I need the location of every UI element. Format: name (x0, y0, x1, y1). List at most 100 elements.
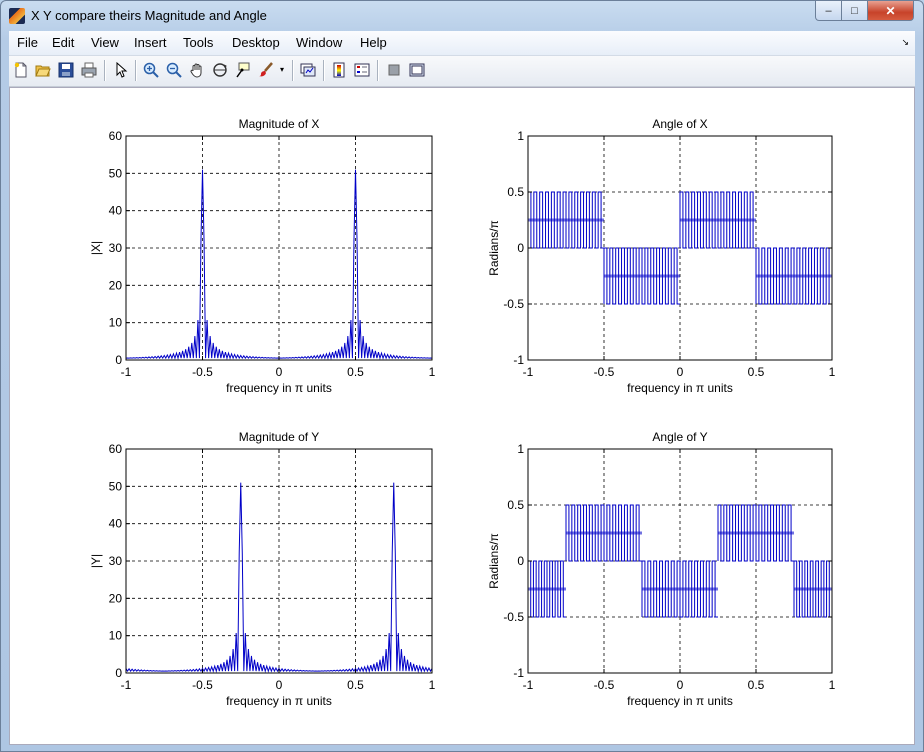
maximize-icon: □ (851, 4, 858, 17)
legend-icon[interactable] (353, 61, 371, 79)
menu-tools[interactable]: Tools (183, 35, 214, 50)
x-tick-label: 0 (677, 365, 684, 379)
x-tick-label: 0.5 (347, 365, 364, 379)
colorbar-icon[interactable] (330, 61, 348, 79)
open-file-icon[interactable] (34, 61, 52, 79)
y-tick-label: 40 (109, 204, 123, 218)
y-tick-label: -1 (513, 353, 524, 367)
x-tick-label: 0 (677, 678, 684, 692)
x-axis-label: frequency in π units (627, 694, 733, 708)
toolbar-separator (377, 60, 379, 81)
x-tick-label: -0.5 (594, 678, 615, 692)
menu-bar: File Edit View Insert Tools Desktop Wind… (9, 31, 915, 56)
zoom-in-icon[interactable] (142, 61, 160, 79)
dock-arrow-icon[interactable]: ↘ (901, 37, 909, 47)
edit-plot-arrow-icon[interactable] (112, 61, 130, 79)
data-cursor-icon[interactable] (234, 61, 252, 79)
x-tick-label: 0 (276, 365, 283, 379)
angle-segment-1 (527, 191, 604, 249)
angle-segment-3 (641, 560, 718, 618)
menu-file[interactable]: File (17, 35, 38, 50)
x-tick-label: 0.5 (748, 678, 765, 692)
close-icon: ✕ (885, 3, 896, 18)
window-title: X Y compare theirs Magnitude and Angle (31, 8, 267, 23)
x-tick-label: -1 (523, 678, 534, 692)
y-tick-label: 0 (517, 241, 524, 255)
pan-hand-icon[interactable] (188, 61, 206, 79)
x-tick-label: 0.5 (748, 365, 765, 379)
brush-icon[interactable] (257, 61, 275, 79)
menu-help[interactable]: Help (360, 35, 387, 50)
axes-title: Magnitude of X (239, 117, 320, 131)
angle-segment-4 (755, 247, 832, 305)
y-tick-label: 0.5 (507, 498, 524, 512)
angle-segment-2 (565, 504, 642, 562)
dropdown-arrow-icon[interactable]: ▾ (279, 65, 284, 74)
zoom-out-icon[interactable] (165, 61, 183, 79)
axes-title: Angle of Y (652, 430, 707, 444)
angle-segment-2 (603, 247, 680, 305)
angle-segment-1 (527, 560, 566, 618)
y-tick-label: 40 (109, 517, 123, 531)
y-tick-label: 20 (109, 278, 123, 292)
maximize-button[interactable]: □ (841, 1, 868, 21)
y-tick-label: -0.5 (503, 297, 524, 311)
matlab-logo-icon (9, 8, 25, 24)
y-axis-label: Radians/π (487, 220, 501, 276)
menu-view[interactable]: View (91, 35, 119, 50)
rotate-3d-icon[interactable] (211, 61, 229, 79)
x-tick-label: 1 (829, 365, 836, 379)
figure-toolbar: ▾ (9, 56, 915, 87)
y-tick-label: -0.5 (503, 610, 524, 624)
link-plot-icon[interactable] (299, 61, 317, 79)
y-tick-label: 20 (109, 591, 123, 605)
close-button[interactable]: ✕ (867, 1, 914, 21)
x-axis-label: frequency in π units (627, 381, 733, 395)
x-tick-label: -0.5 (192, 678, 213, 692)
x-tick-label: 1 (829, 678, 836, 692)
x-axis-label: frequency in π units (226, 694, 332, 708)
y-tick-label: 30 (109, 554, 123, 568)
new-figure-icon[interactable] (12, 61, 30, 79)
y-tick-label: 0 (115, 666, 122, 680)
x-tick-label: -0.5 (594, 365, 615, 379)
x-tick-label: 1 (429, 365, 436, 379)
angle-segment-3 (679, 191, 756, 249)
menu-insert[interactable]: Insert (134, 35, 167, 50)
minimize-icon: – (825, 4, 832, 17)
magnitude-line (125, 482, 433, 673)
y-tick-label: 1 (517, 442, 524, 456)
subplot-2: -1 -0.5 0 0.5 1 -1 -0.5 0 0.5 1 Angle of X frequenc… (487, 117, 836, 395)
y-tick-label: 60 (109, 129, 123, 143)
show-plot-tools-icon[interactable] (408, 61, 426, 79)
angle-segment-5 (793, 560, 832, 618)
x-tick-label: -1 (523, 365, 534, 379)
toolbar-separator (104, 60, 106, 81)
x-tick-label: 0.5 (347, 678, 364, 692)
y-axis-label: |Y| (89, 554, 103, 568)
x-tick-label: 1 (429, 678, 436, 692)
menu-edit[interactable]: Edit (52, 35, 75, 50)
y-tick-label: 10 (109, 629, 123, 643)
minimize-button[interactable]: – (815, 1, 842, 21)
y-tick-label: 0 (517, 554, 524, 568)
y-tick-label: 50 (109, 479, 123, 493)
menu-window[interactable]: Window (296, 35, 343, 50)
toolbar-separator (292, 60, 294, 81)
print-icon[interactable] (80, 61, 98, 79)
toolbar-separator (135, 60, 137, 81)
x-tick-label: -1 (121, 678, 132, 692)
y-tick-label: 60 (109, 442, 123, 456)
hide-plot-tools-icon[interactable] (385, 61, 403, 79)
menu-desktop[interactable]: Desktop (232, 35, 280, 50)
subplot-4: -1 -0.5 0 0.5 1 -1 -0.5 0 0.5 1 Angle of Y frequenc… (487, 430, 836, 708)
angle-segment-4 (717, 504, 794, 562)
save-icon[interactable] (57, 61, 75, 79)
axes-title: Angle of X (652, 117, 707, 131)
y-axis-label: Radians/π (487, 533, 501, 589)
title-bar[interactable]: X Y compare theirs Magnitude and Angle –… (1, 1, 923, 31)
y-tick-label: 1 (517, 129, 524, 143)
